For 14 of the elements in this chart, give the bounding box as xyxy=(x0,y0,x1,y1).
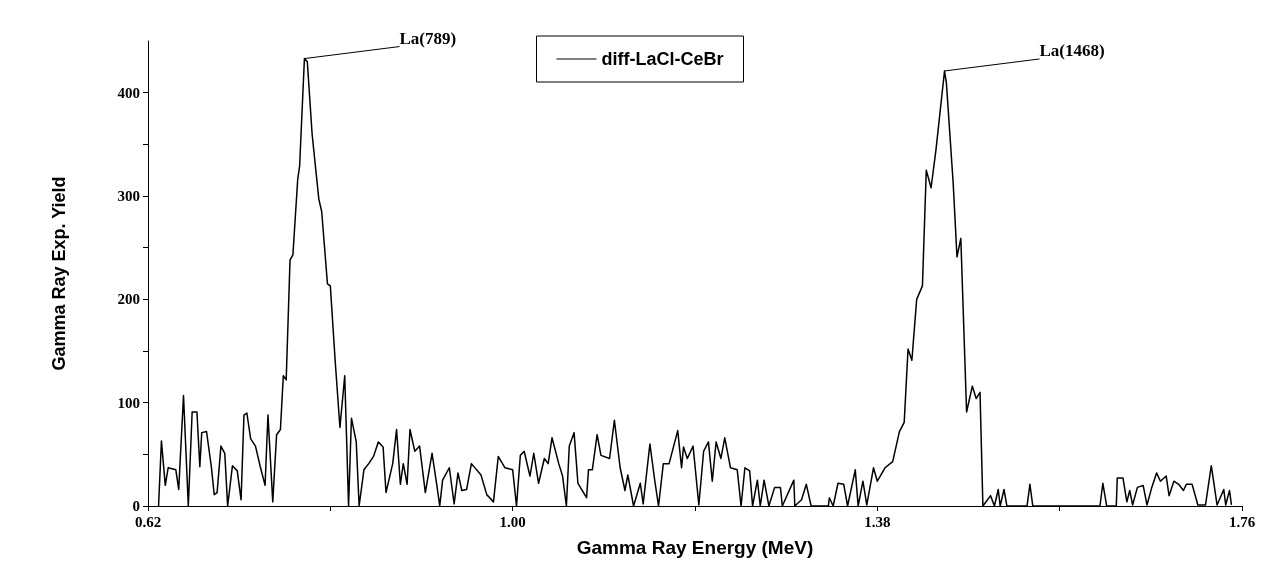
legend-label: diff-LaCl-CeBr xyxy=(601,49,724,69)
x-tick-label: 1.76 xyxy=(1228,513,1256,530)
x-tick-label: 1.38 xyxy=(864,513,891,530)
y-tick-label: 400 xyxy=(117,84,140,101)
x-axis-title: Gamma Ray Energy (MeV) xyxy=(576,537,814,558)
annotation: La(789) xyxy=(399,28,457,48)
x-tick-label: 0.62 xyxy=(134,513,162,530)
annotation: La(1468) xyxy=(1039,40,1105,60)
y-tick-label: 100 xyxy=(117,394,140,411)
y-tick-label: 0 xyxy=(132,498,140,514)
y-tick-label: 300 xyxy=(117,188,140,204)
y-tick-label: 200 xyxy=(117,291,140,308)
y-axis-title: Gamma Ray Exp. Yield xyxy=(49,176,69,371)
x-tick-label: 1.00 xyxy=(499,513,526,530)
